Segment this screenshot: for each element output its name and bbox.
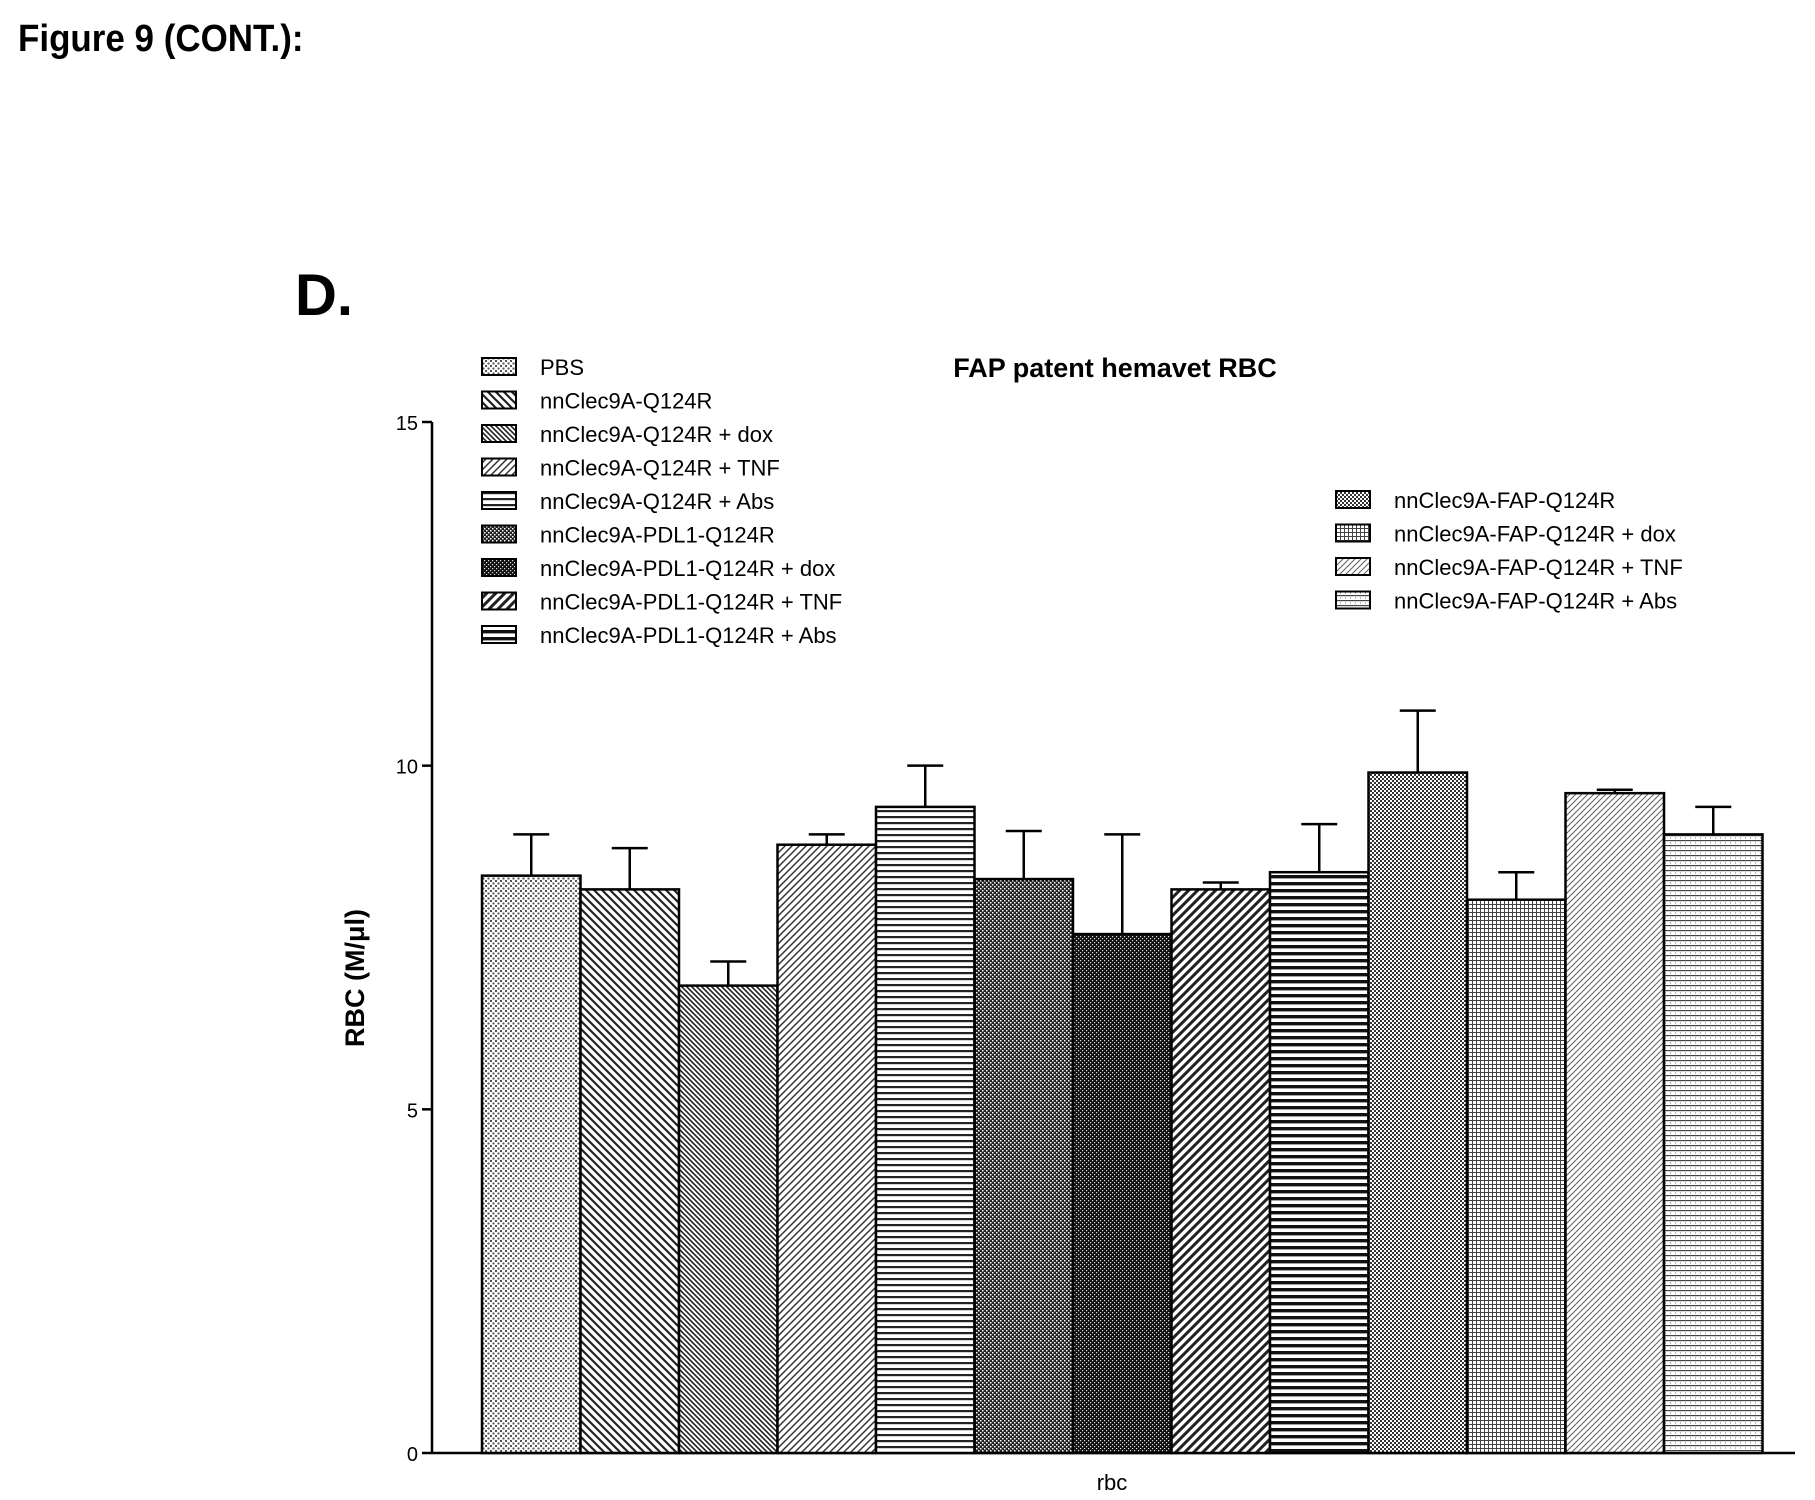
legend-label-4: nnClec9A-Q124R + TNF bbox=[540, 456, 780, 481]
legend-swatch-1 bbox=[481, 357, 517, 376]
bar-13 bbox=[1662, 833, 1764, 1455]
legend-label-1: PBS bbox=[540, 355, 584, 380]
legend-label-3: nnClec9A-Q124R + dox bbox=[540, 422, 773, 447]
legend-label-2: nnClec9A-Q124R bbox=[540, 389, 712, 414]
y-tick-label: 0 bbox=[407, 1444, 418, 1466]
legend-swatch-8 bbox=[481, 591, 517, 611]
legend-swatch-2 bbox=[481, 390, 517, 410]
legend-swatch-11 bbox=[1335, 523, 1371, 543]
panel-label: D. bbox=[295, 263, 353, 328]
legend-label-10: nnClec9A-FAP-Q124R bbox=[1394, 488, 1615, 513]
legend-label-5: nnClec9A-Q124R + Abs bbox=[540, 489, 774, 514]
legend-swatch-12 bbox=[1335, 557, 1371, 576]
y-axis-label: RBC (M/μl) bbox=[340, 909, 370, 1047]
y-tick-label: 15 bbox=[396, 413, 418, 435]
legend-label-9: nnClec9A-PDL1-Q124R + Abs bbox=[540, 623, 837, 648]
y-tick-label: 10 bbox=[396, 757, 418, 779]
bar-11 bbox=[1465, 898, 1567, 1455]
bar-12 bbox=[1564, 791, 1666, 1455]
bar-10 bbox=[1367, 771, 1469, 1455]
bar-4 bbox=[776, 843, 878, 1455]
legend: PBS nnClec9A-Q124R nnClec9A-Q124R + dox nnC… bbox=[481, 355, 1683, 648]
bar-5 bbox=[874, 805, 976, 1455]
figure-title: Figure 9 (CONT.): bbox=[18, 18, 304, 60]
legend-swatch-5 bbox=[481, 491, 517, 510]
legend-swatch-6 bbox=[481, 524, 517, 544]
y-tick-label: 5 bbox=[407, 1100, 418, 1122]
legend-label-11: nnClec9A-FAP-Q124R + dox bbox=[1394, 522, 1676, 547]
bar-9 bbox=[1268, 870, 1370, 1455]
legend-label-6: nnClec9A-PDL1-Q124R bbox=[540, 523, 775, 548]
legend-swatch-4 bbox=[481, 457, 517, 477]
bar-8 bbox=[1170, 888, 1272, 1455]
legend-swatch-3 bbox=[481, 424, 517, 443]
bar-3 bbox=[677, 984, 779, 1455]
legend-swatch-9 bbox=[481, 625, 517, 644]
legend-swatch-13 bbox=[1335, 590, 1371, 610]
legend-label-13: nnClec9A-FAP-Q124R + Abs bbox=[1394, 589, 1677, 614]
bar-group bbox=[480, 709, 1764, 1455]
chart-title: FAP patent hemavet RBC bbox=[953, 353, 1277, 383]
legend-swatch-7 bbox=[481, 558, 517, 577]
legend-label-8: nnClec9A-PDL1-Q124R + TNF bbox=[540, 590, 842, 615]
bar-6 bbox=[973, 877, 1075, 1455]
x-axis-label: rbc bbox=[1097, 1470, 1128, 1495]
legend-label-7: nnClec9A-PDL1-Q124R + dox bbox=[540, 556, 835, 581]
bar-2 bbox=[579, 888, 681, 1455]
bar-7 bbox=[1071, 932, 1173, 1455]
bar-1 bbox=[480, 874, 582, 1455]
legend-label-12: nnClec9A-FAP-Q124R + TNF bbox=[1394, 555, 1683, 580]
legend-swatch-10 bbox=[1335, 490, 1371, 509]
